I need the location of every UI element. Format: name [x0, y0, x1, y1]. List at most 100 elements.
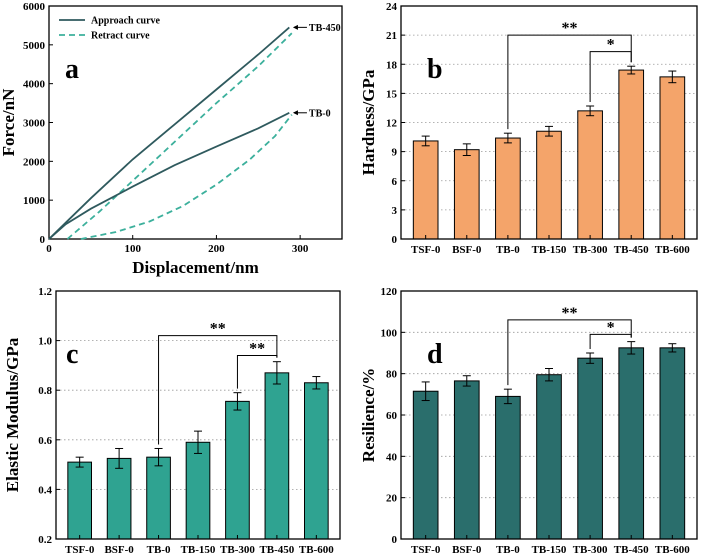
- y-tick-label: 18: [386, 59, 398, 71]
- x-tick-label: 100: [124, 243, 141, 255]
- legend-entry: Approach curve: [91, 16, 161, 27]
- y-tick-label: 12: [386, 118, 398, 130]
- y-tick-label: 1.2: [38, 286, 52, 298]
- x-tick-label: TB-450: [614, 244, 649, 256]
- y-tick-label: 9: [392, 147, 398, 159]
- bar-TB-150: [536, 374, 562, 540]
- x-tick-label: TSF-0: [65, 544, 95, 556]
- y-tick-label: 21: [386, 30, 397, 42]
- x-tick-label: TSF-0: [411, 244, 441, 256]
- bar-TB-0: [495, 137, 521, 240]
- y-tick-label: 3: [392, 205, 398, 217]
- x-tick-label: 300: [292, 243, 309, 255]
- y-tick-label: 3000: [23, 118, 46, 130]
- y-tick-label: 1000: [23, 195, 46, 207]
- x-axis-label: Displacement/nm: [132, 258, 259, 277]
- significance-bracket: [236, 354, 278, 389]
- y-tick-label: 120: [381, 286, 398, 298]
- y-tick-label: 100: [381, 327, 398, 339]
- significance-marker: **: [562, 20, 578, 37]
- x-tick-label: 0: [46, 243, 52, 255]
- significance-marker: *: [607, 319, 615, 336]
- arrow-head: [292, 24, 298, 30]
- x-tick-label: BSF-0: [452, 544, 482, 556]
- y-tick-label: 0: [392, 534, 398, 546]
- y-tick-label: 40: [386, 451, 398, 463]
- bar-BSF-0: [453, 380, 480, 540]
- bar-TB-600: [659, 347, 686, 540]
- x-tick-label: 200: [208, 243, 225, 255]
- bar-TB-600: [304, 382, 329, 540]
- y-axis-label: Resilience/%: [359, 368, 378, 462]
- y-tick-label: 0.4: [38, 484, 52, 496]
- y-tick-label: 4000: [23, 79, 46, 91]
- bar-TB-150: [536, 130, 562, 240]
- x-tick-label: TB-0: [496, 544, 520, 556]
- bar-BSF-0: [453, 149, 480, 240]
- significance-bracket: [507, 34, 632, 130]
- bar-TB-150: [185, 441, 211, 540]
- bar-TSF-0: [412, 140, 439, 240]
- x-tick-label: TB-300: [220, 544, 255, 556]
- y-tick-label: 20: [386, 493, 398, 505]
- significance-bracket: [507, 319, 632, 386]
- x-tick-label: TB-600: [655, 244, 690, 256]
- x-tick-label: TB-600: [655, 544, 690, 556]
- y-tick-label: 0: [40, 234, 46, 246]
- panel-letter: c: [66, 339, 78, 370]
- x-tick-label: TB-150: [181, 544, 216, 556]
- significance-bracket: [589, 333, 632, 349]
- y-tick-label: 0.6: [38, 435, 52, 447]
- x-tick-label: BSF-0: [452, 244, 482, 256]
- y-tick-label: 1.0: [38, 336, 52, 348]
- y-tick-label: 6: [392, 176, 398, 188]
- significance-marker: **: [210, 321, 226, 338]
- approach-curve-TB-0: [48, 111, 290, 240]
- bar-TB-300: [577, 110, 603, 240]
- bar-TSF-0: [67, 461, 93, 540]
- y-tick-label: 24: [386, 1, 398, 13]
- panel-letter: d: [427, 339, 443, 370]
- x-tick-label: TB-300: [573, 544, 608, 556]
- retract-curve-TB-0: [80, 114, 293, 240]
- y-tick-label: 0.8: [38, 385, 52, 397]
- bar-TB-300: [225, 400, 250, 540]
- bar-TB-0: [146, 456, 171, 540]
- bar-TB-450: [618, 69, 645, 240]
- x-tick-label: TB-0: [147, 544, 171, 556]
- x-tick-label: TB-450: [614, 544, 649, 556]
- y-tick-label: 80: [386, 369, 398, 381]
- x-tick-label: TB-0: [496, 244, 520, 256]
- y-axis-label: Elastic Modulus/GPa: [3, 337, 22, 492]
- bar-TB-450: [618, 347, 645, 540]
- panel-c-chart: 0.2 0.4 0.6 0.8 1.0 1.2 TSF-0 BSF-0 TB-0 TB-150 TB…: [3, 286, 341, 556]
- y-tick-label: 15: [386, 88, 398, 100]
- y-tick-label: 0.2: [38, 534, 52, 546]
- y-axis-label: Force/nN: [0, 88, 18, 156]
- y-tick-label: 5000: [23, 40, 46, 52]
- panel-letter: b: [427, 54, 443, 85]
- significance-bracket: [158, 335, 278, 445]
- panel-d-chart: 0 20 40 60 80 100 120 TSF-0 BSF-0 TB-0 TB-150 TB-30…: [359, 286, 698, 556]
- legend-entry: Retract curve: [91, 31, 150, 42]
- x-tick-label: TB-450: [259, 544, 294, 556]
- y-tick-label: 60: [386, 410, 398, 422]
- y-axis-label: Hardness/GPa: [359, 69, 378, 175]
- x-tick-label: TB-150: [532, 244, 567, 256]
- bar-TB-450: [264, 372, 290, 540]
- bar-TSF-0: [412, 390, 439, 540]
- x-tick-label: BSF-0: [104, 544, 134, 556]
- x-tick-label: TB-300: [573, 244, 608, 256]
- curve-label: TB-0: [309, 108, 331, 119]
- x-tick-label: TB-600: [299, 544, 334, 556]
- y-tick-label: 0: [392, 234, 398, 246]
- retract-curve-TB-450: [66, 32, 293, 240]
- bar-TB-300: [577, 357, 603, 540]
- significance-marker: **: [249, 340, 265, 357]
- panel-letter: a: [65, 54, 79, 85]
- y-tick-label: 6000: [23, 1, 46, 13]
- panel-b-chart: 0 3 6 9 12 15 18 21 24 TSF-0 BSF-0 TB-0 TB-150 TB-300…: [359, 1, 698, 256]
- bar-TB-600: [659, 76, 686, 240]
- plot-frame: [400, 290, 698, 540]
